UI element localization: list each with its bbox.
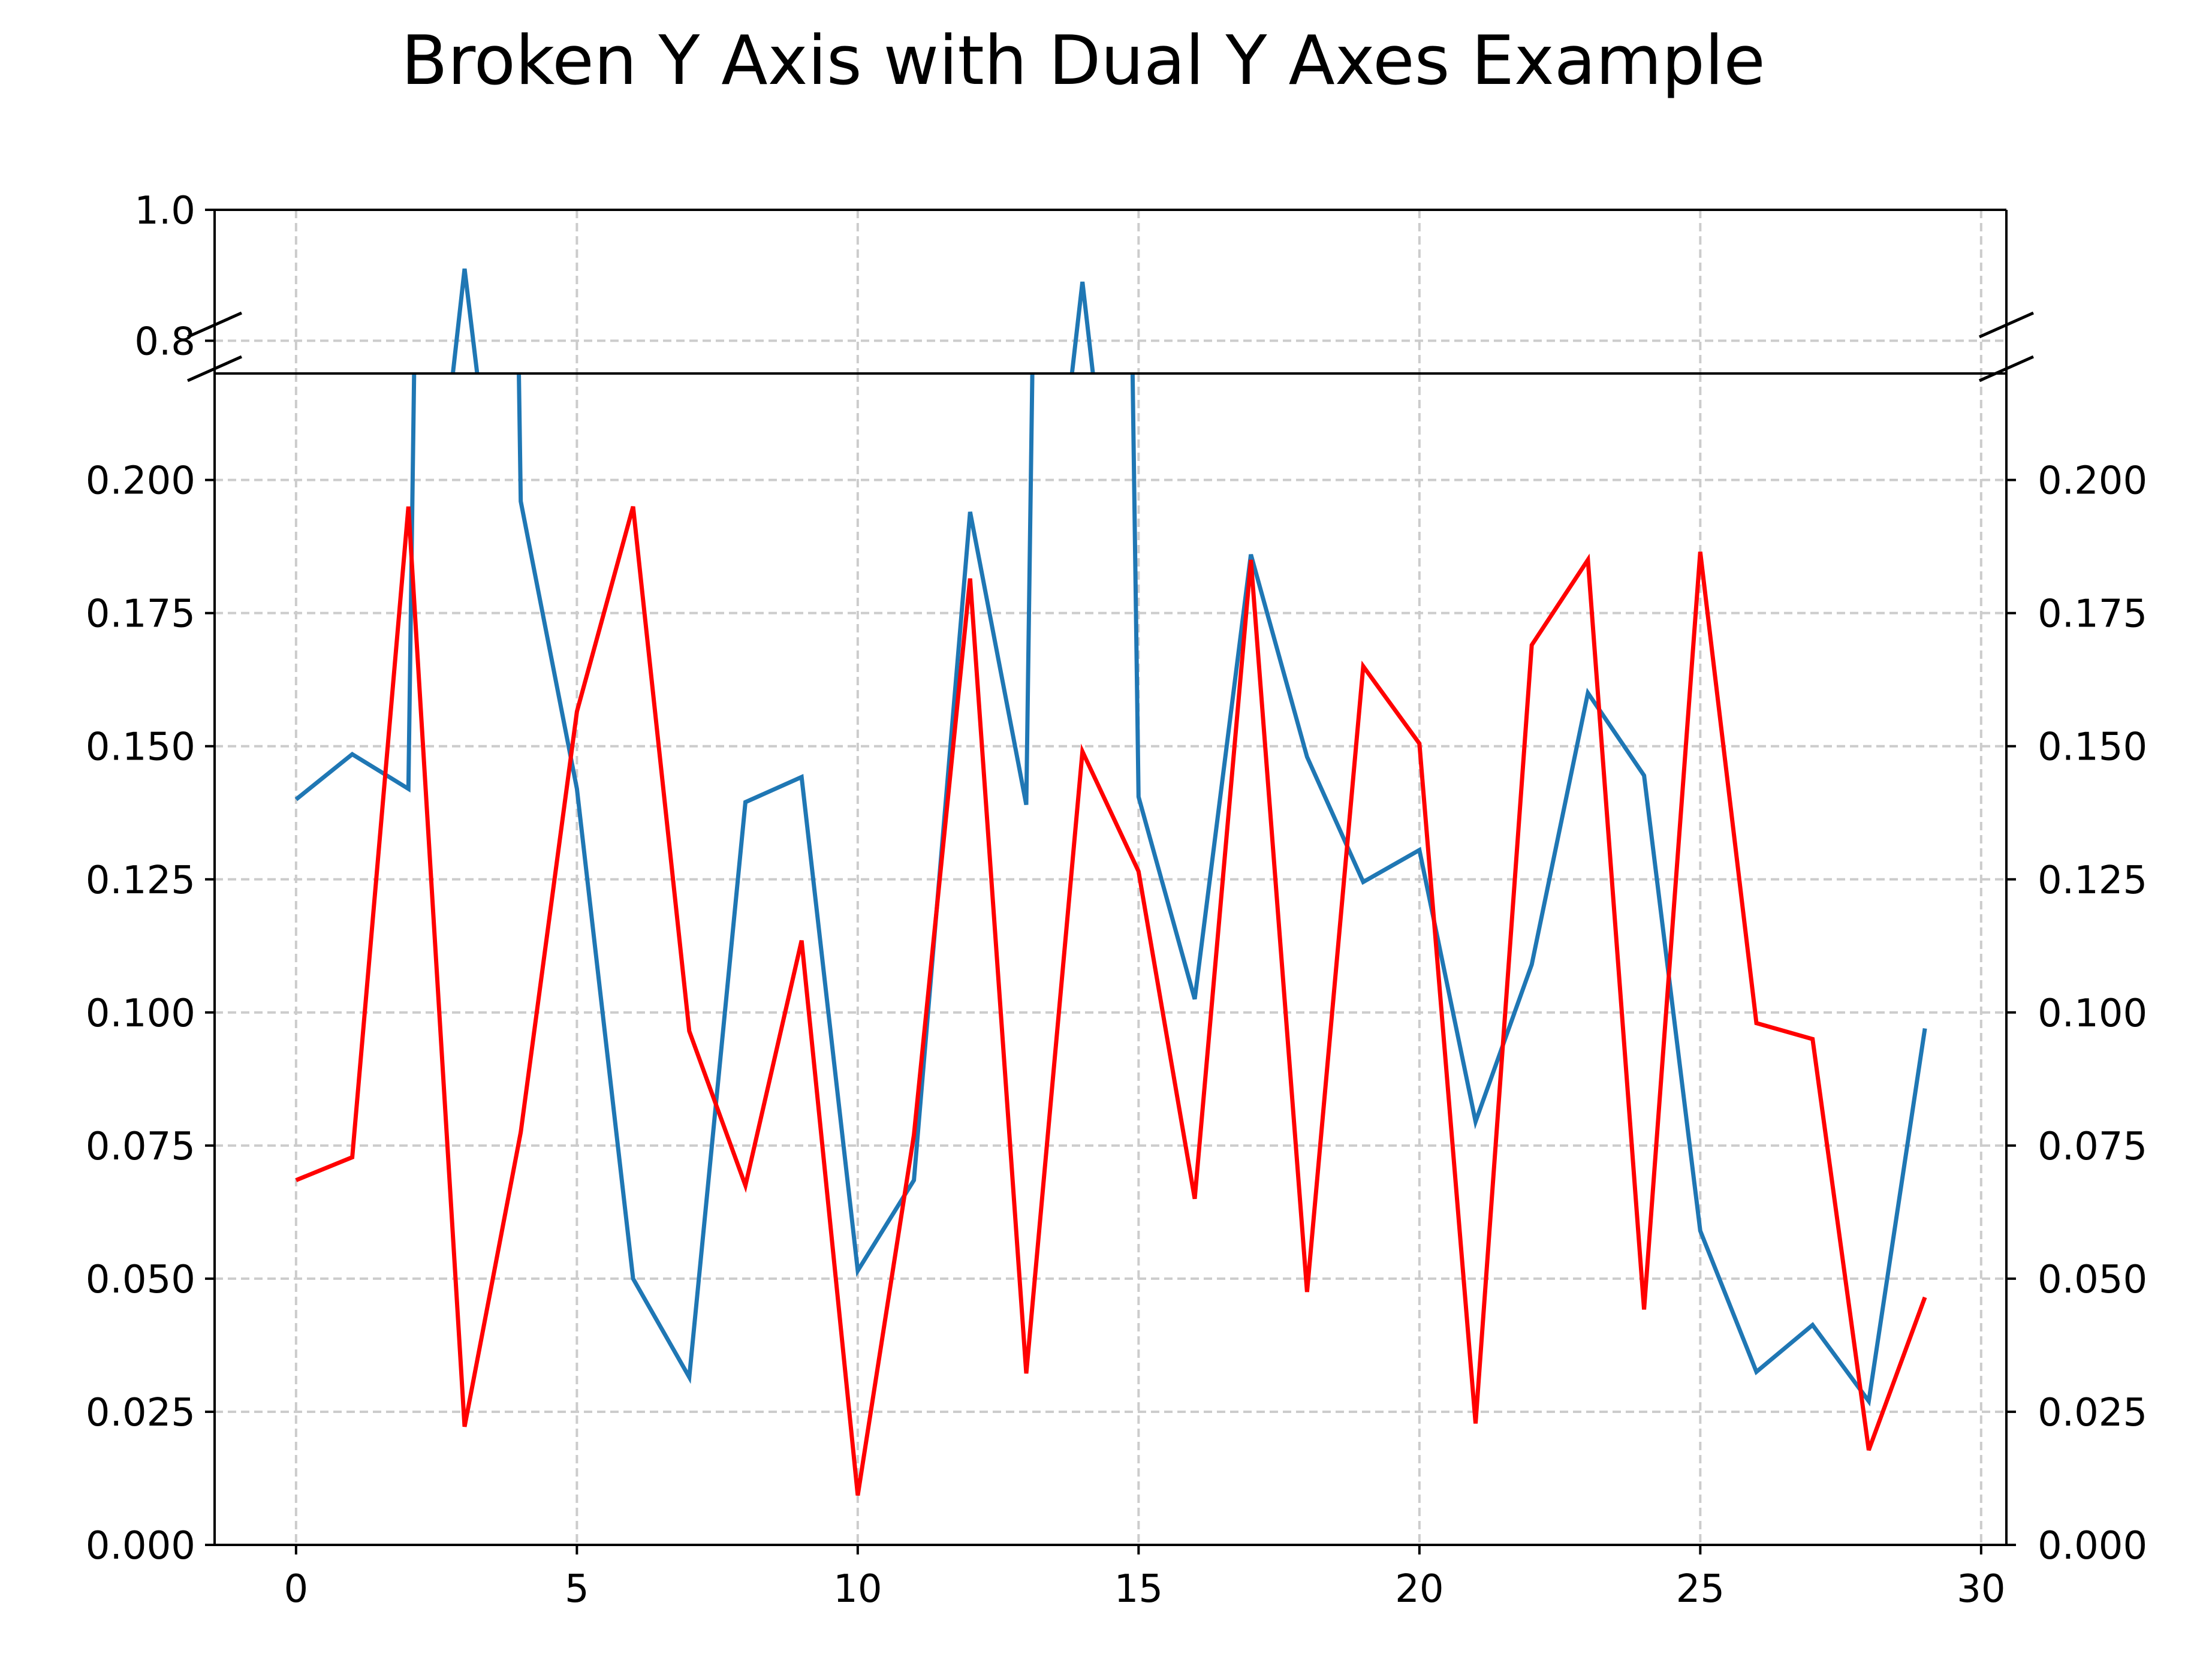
axis-break-mark (1978, 311, 2035, 339)
bottom-y-tick-label: 0.025 (86, 1391, 195, 1435)
bottom-y2-tick-label: 0.075 (2038, 1125, 2147, 1169)
bottom-y2-tick-label: 0.200 (2038, 459, 2147, 504)
bottom-y-tick-label: 0.050 (86, 1258, 195, 1302)
bottom-y2-tick-label: 0.025 (2038, 1391, 2147, 1435)
bottom-y2-tick-label: 0.050 (2038, 1258, 2147, 1302)
axis-break-mark (1978, 355, 2035, 382)
bottom-y-tick-label: 0.075 (86, 1125, 195, 1169)
bottom-y-tick-label: 0.000 (86, 1524, 195, 1568)
x-tick-label: 0 (284, 1567, 309, 1611)
x-tick-label: 5 (565, 1567, 589, 1611)
top-y-tick-label: 0.8 (134, 320, 195, 364)
series-line-1-bottom (294, 373, 1927, 1407)
series-line-2-bottom (295, 506, 1927, 1496)
bottom-y2-tick-label: 0.100 (2038, 992, 2147, 1036)
axis-break-mark (186, 355, 243, 382)
bottom-y-tick-label: 0.150 (86, 725, 195, 770)
x-tick-label: 20 (1395, 1567, 1443, 1611)
bottom-y2-tick-label: 0.175 (2038, 592, 2147, 637)
bottom-y2-tick-label: 0.125 (2038, 858, 2147, 903)
x-tick-label: 15 (1114, 1567, 1163, 1611)
top-y-tick-label: 1.0 (134, 189, 195, 233)
bottom-y2-tick-label: 0.150 (2038, 725, 2147, 770)
bottom-y-tick-label: 0.100 (86, 992, 195, 1036)
bottom-y-tick-label: 0.175 (86, 592, 195, 637)
x-tick-label: 10 (833, 1567, 882, 1611)
x-tick-label: 25 (1676, 1567, 1725, 1611)
chart-title: Broken Y Axis with Dual Y Axes Example (401, 21, 1765, 100)
axis-break-mark (186, 311, 243, 339)
series-line-1-top (450, 268, 1095, 373)
bottom-y-tick-label: 0.125 (86, 858, 195, 903)
bottom-y2-tick-label: 0.000 (2038, 1524, 2147, 1568)
bottom-y-tick-label: 0.200 (86, 459, 195, 504)
x-tick-label: 30 (1957, 1567, 2005, 1611)
